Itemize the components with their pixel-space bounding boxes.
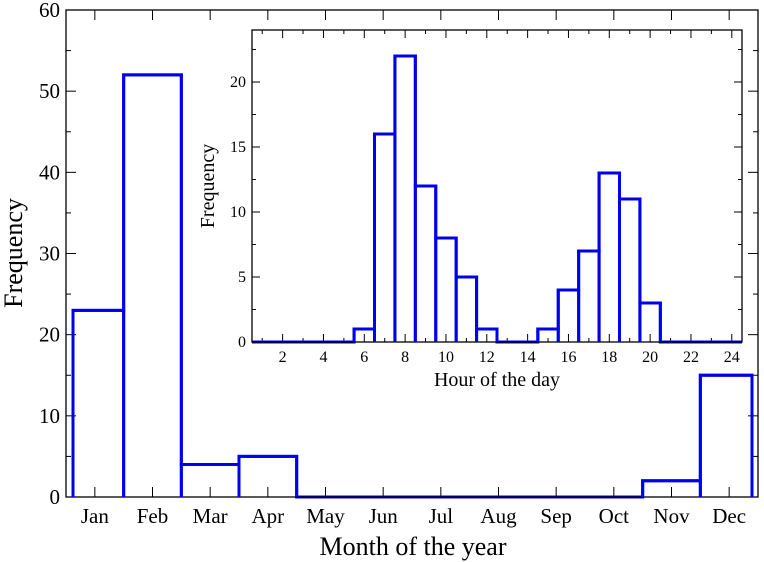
month-bar [698, 373, 754, 497]
inset-y-tick-label: 5 [238, 269, 246, 286]
x-tick-label: Dec [712, 504, 746, 528]
y-tick-label: 10 [39, 404, 60, 428]
inset-x-tick-label: 6 [360, 349, 368, 366]
inset-background [252, 30, 742, 342]
inset-x-tick-label: 22 [683, 349, 699, 366]
inset-x-tick-label: 8 [401, 349, 409, 366]
month-axis-ticks [66, 9, 758, 498]
hour-y-axis-label: Frequency [197, 144, 219, 228]
month-y-axis-label: Frequency [0, 198, 28, 308]
x-tick-label: Jul [429, 504, 454, 528]
inset-x-tick-label: 14 [520, 349, 536, 366]
x-tick-label: Mar [193, 504, 228, 528]
x-tick-label: Apr [251, 504, 284, 528]
inset-x-tick-label: 16 [560, 349, 576, 366]
x-tick-label: Feb [137, 504, 169, 528]
y-tick-label: 20 [39, 323, 60, 347]
y-tick-label: 40 [39, 160, 60, 184]
inset-x-tick-label: 4 [319, 349, 327, 366]
x-tick-label: Jun [369, 504, 399, 528]
inset-y-tick-label: 0 [238, 334, 246, 351]
y-tick-label: 50 [39, 79, 60, 103]
month-x-axis-label: Month of the year [319, 532, 506, 561]
hour-bar [475, 327, 499, 342]
x-tick-label: Nov [653, 504, 690, 528]
inset-x-tick-label: 18 [601, 349, 617, 366]
inset-x-tick-label: 12 [479, 349, 495, 366]
x-tick-label: Oct [599, 504, 629, 528]
x-tick-label: Aug [480, 504, 517, 528]
x-tick-label: May [306, 504, 345, 528]
inset-y-tick-label: 20 [230, 74, 246, 91]
inset-x-tick-label: 2 [279, 349, 287, 366]
y-tick-label: 0 [50, 485, 61, 509]
inset-x-tick-label: 10 [438, 349, 454, 366]
x-tick-label: Sep [540, 504, 572, 528]
inset-y-tick-label: 15 [230, 139, 246, 156]
inset-x-tick-label: 24 [724, 349, 740, 366]
month-bar [122, 73, 183, 497]
month-plot-frame [65, 9, 759, 498]
month-bar [237, 454, 299, 497]
hour-bar [638, 301, 662, 342]
hour-bar [454, 275, 479, 342]
inset-x-tick-label: 20 [642, 349, 658, 366]
y-tick-label: 60 [39, 0, 60, 22]
hour-x-axis-label: Hour of the day [434, 369, 560, 391]
y-tick-label: 30 [39, 242, 60, 266]
inset-y-tick-label: 10 [230, 204, 246, 221]
hour-bar [618, 197, 642, 342]
x-tick-label: Jan [81, 504, 109, 528]
